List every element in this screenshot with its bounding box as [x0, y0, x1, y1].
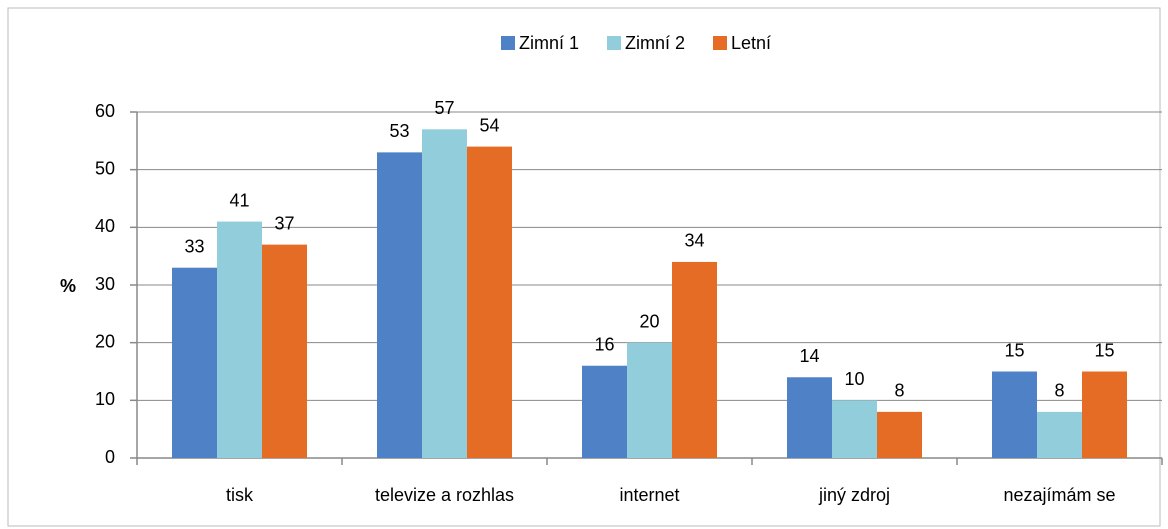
data-label: 33 — [184, 236, 204, 256]
data-label: 16 — [594, 334, 614, 354]
y-tick-label: 30 — [95, 274, 115, 294]
y-tick-label: 20 — [95, 331, 115, 351]
y-tick-label: 10 — [95, 389, 115, 409]
bar — [832, 400, 877, 458]
bar — [422, 129, 467, 459]
data-label: 15 — [1094, 340, 1114, 360]
legend-label: Zimní 2 — [625, 33, 685, 53]
bar — [262, 244, 307, 458]
x-tick-label: televize a rozhlas — [375, 485, 514, 505]
bar — [377, 152, 422, 458]
legend-label: Zimní 1 — [519, 33, 579, 53]
legend-swatch — [713, 36, 727, 50]
bar — [1082, 371, 1127, 458]
data-label: 20 — [639, 311, 659, 331]
bar — [877, 411, 922, 458]
data-label: 8 — [894, 381, 904, 401]
legend-swatch — [501, 36, 515, 50]
x-tick-label: nezajímám se — [1003, 485, 1115, 505]
data-label: 53 — [389, 121, 409, 141]
y-tick-label: 40 — [95, 216, 115, 236]
bar — [627, 342, 672, 458]
data-label: 37 — [274, 213, 294, 233]
legend-swatch — [607, 36, 621, 50]
data-label: 15 — [1004, 340, 1024, 360]
data-label: 8 — [1054, 381, 1064, 401]
x-tick-label: tisk — [226, 485, 254, 505]
y-tick-label: 50 — [95, 158, 115, 178]
bar — [172, 267, 217, 458]
data-label: 41 — [229, 190, 249, 210]
x-tick-label: internet — [619, 485, 679, 505]
y-axis-label: % — [60, 276, 76, 296]
bar — [217, 221, 262, 458]
data-label: 54 — [479, 115, 499, 135]
bar — [672, 261, 717, 458]
x-tick-label: jiný zdroj — [818, 485, 890, 505]
data-label: 10 — [844, 369, 864, 389]
y-tick-label: 0 — [105, 447, 115, 467]
bar — [467, 146, 512, 458]
data-label: 14 — [799, 346, 819, 366]
legend-label: Letní — [731, 33, 771, 53]
bar — [992, 371, 1037, 458]
bar — [1037, 411, 1082, 458]
y-tick-label: 60 — [95, 101, 115, 121]
data-label: 57 — [434, 98, 454, 118]
data-label: 34 — [684, 231, 704, 251]
bar — [787, 377, 832, 458]
bar — [582, 365, 627, 458]
